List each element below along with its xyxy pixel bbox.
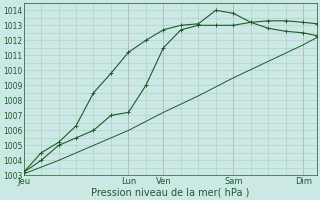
X-axis label: Pression niveau de la mer( hPa ): Pression niveau de la mer( hPa ) — [91, 187, 250, 197]
